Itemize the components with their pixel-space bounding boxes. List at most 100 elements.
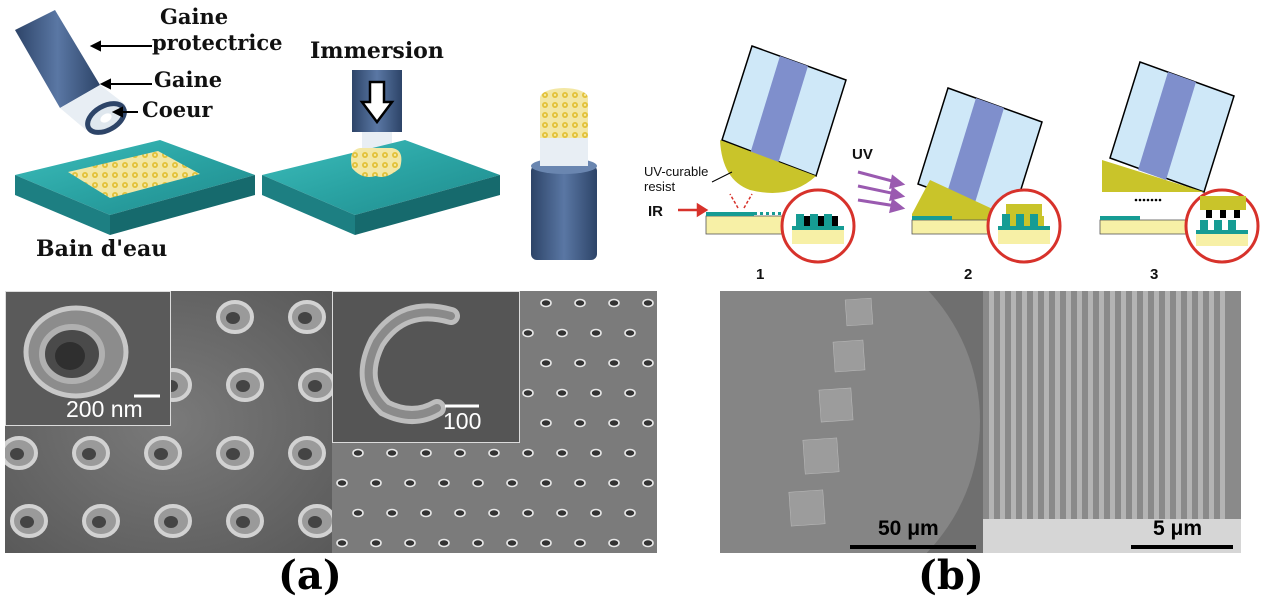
sem-ring-hole (236, 380, 250, 392)
grating-line (1077, 291, 1082, 519)
sem-small-ring (642, 358, 654, 368)
grating-line (1066, 291, 1071, 519)
sem-small-ring (522, 508, 534, 518)
sem-small-ring (642, 478, 654, 488)
sem-ring-hole (236, 516, 250, 528)
label-arrows (89, 40, 152, 118)
uv-nanoimprint-diagram (678, 45, 1260, 264)
step-2-diagram (857, 87, 1062, 264)
sem-small-ring (454, 508, 466, 518)
fiber-1 (15, 10, 127, 135)
sem-small-ring (642, 538, 654, 548)
scale-label-100nm: 100 nm (443, 408, 482, 442)
scale-label-200nm: 200 nm (66, 396, 143, 422)
sem-small-ring (590, 388, 602, 398)
grating-line (1022, 291, 1027, 519)
sem-grating (983, 291, 1241, 553)
sem-image-b-left: 50 μm (720, 291, 983, 553)
sem-small-ring (556, 448, 568, 458)
fiber-3-result (531, 88, 597, 260)
step-3-diagram (1099, 61, 1260, 264)
panel-b-schematic: UV-curable resist IR UV 1 2 3 (640, 40, 1276, 290)
sem-small-ring (506, 478, 518, 488)
sem-small-ring (488, 508, 500, 518)
sem-small-ring (642, 418, 654, 428)
sem-small-ring (574, 418, 586, 428)
fiber-immersion-diagram (15, 10, 597, 260)
sem-small-ring (506, 538, 518, 548)
grating-line (1187, 291, 1192, 519)
sem-ring-closeup (6, 292, 170, 425)
grating-line (1044, 291, 1049, 519)
sem-small-ring (404, 538, 416, 548)
grating-line (1099, 291, 1104, 519)
sem-small-ring (454, 448, 466, 458)
grating-line (1132, 291, 1137, 519)
sem-small-ring (522, 448, 534, 458)
sem-small-ring (352, 448, 364, 458)
sem-small-ring (472, 538, 484, 548)
sem-small-ring (556, 388, 568, 398)
label-ir: IR (648, 203, 663, 220)
sem-small-ring (370, 538, 382, 548)
water-bath-2 (262, 140, 500, 235)
sem-small-ring (590, 508, 602, 518)
sem-small-ring (352, 508, 364, 518)
sem-inset-100nm: 100 nm (332, 291, 520, 443)
sem-small-ring (370, 478, 382, 488)
sem-small-ring (574, 478, 586, 488)
panel-letter-b: (b) (918, 552, 984, 599)
sem-small-ring (590, 448, 602, 458)
sem-small-ring (472, 478, 484, 488)
grating-line (1000, 291, 1005, 519)
sem-ring-hole (226, 312, 240, 324)
sem-small-ring (540, 358, 552, 368)
sem-small-ring (624, 328, 636, 338)
grating-line (1209, 291, 1214, 519)
grating-line (1110, 291, 1115, 519)
step-number-1: 1 (756, 266, 765, 283)
grating-line (1033, 291, 1038, 519)
label-gaine-protectrice-1: Gaine (160, 4, 229, 29)
sem-small-ring (608, 478, 620, 488)
grating-line (1143, 291, 1148, 519)
sem-small-ring (574, 298, 586, 308)
sem-ring-hole (298, 448, 312, 460)
grating-line (989, 291, 994, 519)
label-coeur: Coeur (142, 97, 213, 122)
sem-ring-hole (20, 516, 34, 528)
grating-line (1176, 291, 1181, 519)
grating-line (1165, 291, 1170, 519)
sem-small-ring (642, 298, 654, 308)
sem-small-ring (522, 388, 534, 398)
sem-small-ring (574, 538, 586, 548)
label-immersion: Immersion (310, 38, 444, 64)
grating-line (1121, 291, 1126, 519)
sem-small-ring (386, 448, 398, 458)
sem-ring-hole (82, 448, 96, 460)
sem-small-ring (540, 298, 552, 308)
sem-image-b-right: 5 μm (983, 291, 1241, 553)
step-number-2: 2 (964, 266, 973, 283)
sem-small-ring (608, 538, 620, 548)
sem-small-ring (420, 448, 432, 458)
sem-ring-hole (226, 448, 240, 460)
sem-small-ring (574, 358, 586, 368)
sem-small-ring (420, 508, 432, 518)
sem-image-a-right: 100 nm (332, 291, 657, 553)
label-uv-curable: UV-curable (644, 164, 709, 179)
sem-small-ring (624, 448, 636, 458)
step-number-3: 3 (1150, 266, 1159, 283)
sem-small-ring (488, 448, 500, 458)
sem-small-ring (540, 538, 552, 548)
sem-small-ring (438, 538, 450, 548)
sem-ring-hole (92, 516, 106, 528)
sem-small-ring (540, 478, 552, 488)
panel-letter-a: (a) (278, 552, 342, 599)
sem-small-ring (336, 478, 348, 488)
sem-ring-hole (308, 380, 322, 392)
sem-small-ring (404, 478, 416, 488)
sem-small-ring (590, 328, 602, 338)
scale-label-50um: 50 μm (878, 517, 939, 540)
label-uv: UV (852, 146, 873, 163)
